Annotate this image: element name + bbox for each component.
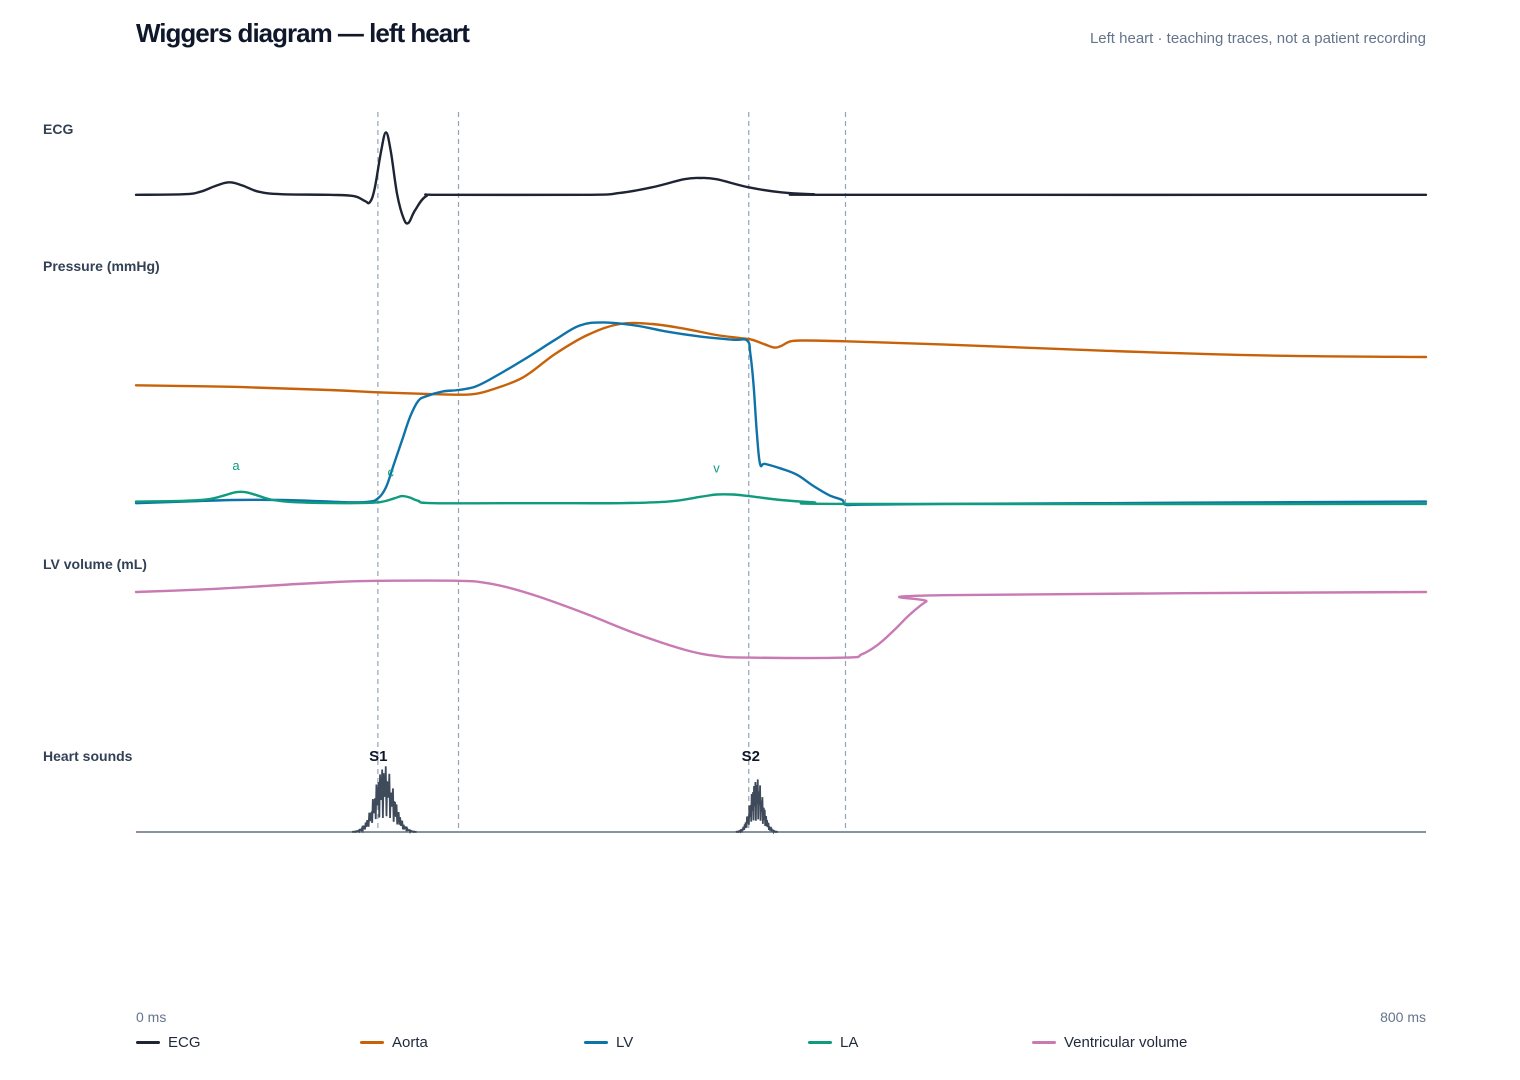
panel-label-sounds: Heart sounds (43, 748, 133, 764)
legend-item-lv: LV (584, 1034, 633, 1051)
legend-item-aorta: Aorta (360, 1034, 428, 1051)
series-line-lv (134, 321, 1428, 507)
legend-swatch-ecg (136, 1041, 160, 1044)
heart-sound-burst-s1 (351, 766, 417, 834)
panel-label-volume: LV volume (mL) (43, 556, 147, 572)
annotation-c-wave: c (388, 464, 395, 479)
legend-label-aorta: Aorta (392, 1034, 428, 1051)
legend-label-ecg: ECG (168, 1034, 201, 1051)
event-markers (377, 112, 847, 832)
chart-subtitle: Left heart · teaching traces, not a pati… (1089, 30, 1426, 47)
legend-label-lv: LV (616, 1034, 634, 1051)
legend-swatch-aorta (360, 1041, 384, 1044)
chart-title: Wiggers diagram — left heart (136, 18, 470, 48)
legend-swatch-lv (584, 1041, 608, 1044)
x-tick-label-end: 800 ms (1380, 1009, 1426, 1025)
annotation-a-wave: a (232, 458, 240, 473)
panel-label-ecg: ECG (43, 121, 73, 137)
x-tick-label-start: 0 ms (136, 1009, 166, 1025)
legend-item-la: LA (808, 1034, 858, 1051)
panel-label-pressure: Pressure (mmHg) (43, 258, 160, 274)
heart-sound-label-s2: S2 (742, 748, 760, 765)
legend: ECG Aorta LV LA Ventricular volume (136, 1034, 1426, 1054)
heart-sound-burst-s2 (735, 779, 778, 835)
x-axis: 0 ms 800 ms (136, 1009, 1426, 1025)
panel-labels: ECG Pressure (mmHg) LV volume (mL) Heart so… (43, 121, 160, 764)
legend-swatch-la (808, 1041, 832, 1044)
series-line-ventricular-volume (134, 579, 1428, 660)
series-line-aorta (134, 321, 1428, 396)
legend-label-la: LA (840, 1034, 859, 1051)
annotation-v-wave: v (713, 461, 720, 476)
legend-label-ventricular-volume: Ventricular volume (1064, 1034, 1188, 1051)
series-line-la (134, 490, 1428, 506)
legend-item-ventricular-volume: Ventricular volume (1032, 1034, 1187, 1051)
heart-sound-label-s1: S1 (369, 748, 387, 765)
legend-swatch-ventricular-volume (1032, 1041, 1056, 1044)
wave-annotations: a c v S1 S2 (232, 458, 760, 765)
series-lines (134, 131, 1428, 835)
legend-item-ecg: ECG (136, 1034, 201, 1051)
series-line-ecg (134, 131, 1428, 225)
